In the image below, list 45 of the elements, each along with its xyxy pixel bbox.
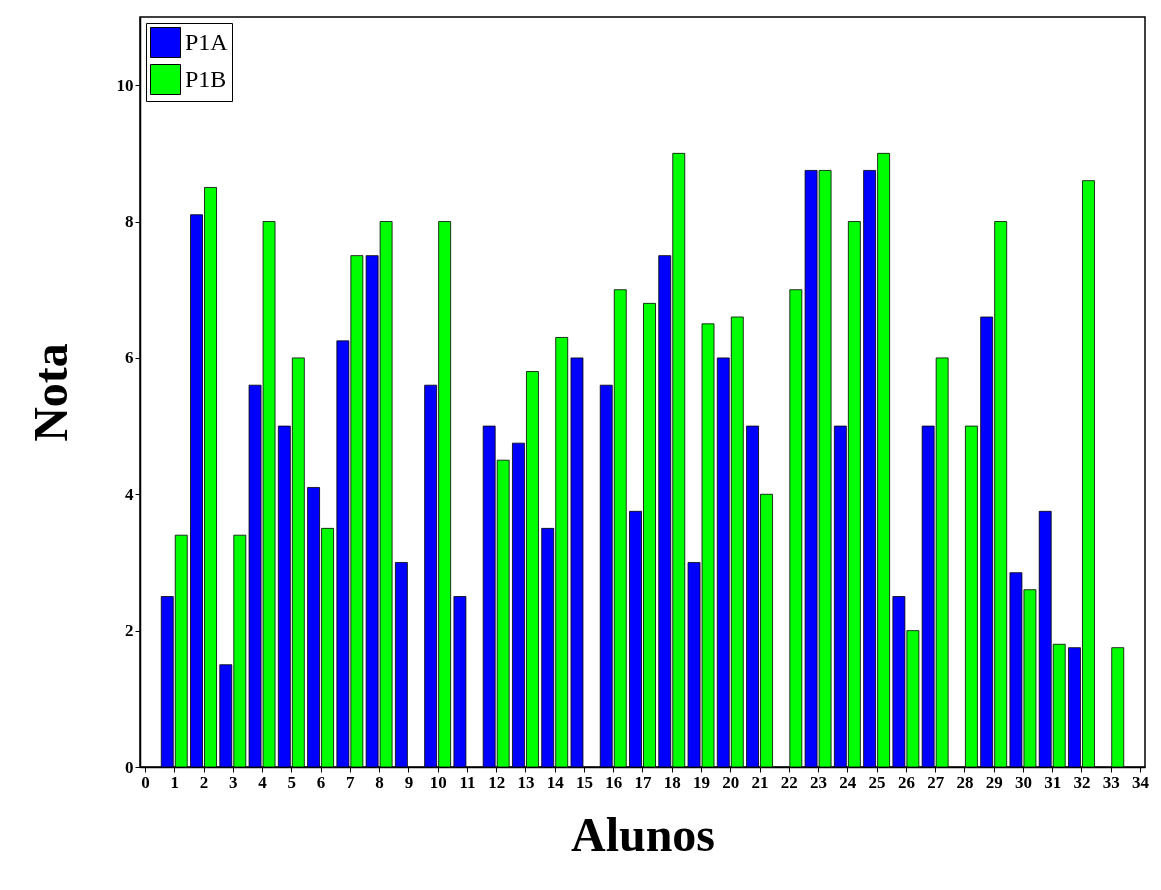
y-tick-label: 0: [125, 757, 134, 777]
x-tick-label: 15: [575, 772, 593, 792]
x-axis-title: Alunos: [570, 807, 716, 861]
x-tick-label: 30: [1014, 772, 1032, 792]
y-tick-label: 2: [125, 621, 134, 641]
x-tick-label: 10: [429, 772, 447, 792]
y-tick-label: 6: [125, 348, 134, 368]
x-tick-label: 14: [546, 772, 565, 792]
legend-label: P1B: [185, 65, 227, 92]
x-tick-label: 20: [722, 772, 740, 792]
x-tick-label: 34: [1132, 772, 1150, 792]
x-tick-label: 32: [1073, 772, 1091, 792]
y-tick-label: 10: [116, 75, 134, 95]
x-tick-label: 7: [346, 772, 356, 792]
x-tick-label: 12: [488, 772, 506, 792]
x-tick-label: 22: [780, 772, 798, 792]
x-tick-label: 6: [316, 772, 326, 792]
x-tick-label: 17: [634, 772, 652, 792]
x-tick-label: 13: [517, 772, 535, 792]
x-tick-label: 33: [1102, 772, 1120, 792]
x-tick-label: 4: [258, 772, 268, 792]
x-tick-label: 27: [927, 772, 945, 792]
x-tick-label: 21: [751, 772, 769, 792]
x-tick-label: 25: [868, 772, 886, 792]
x-tick-label: 23: [810, 772, 828, 792]
x-tick-label: 3: [229, 772, 238, 792]
x-tick-label: 19: [693, 772, 711, 792]
y-axis-title: Nota: [23, 343, 77, 442]
x-tick-label: 8: [375, 772, 384, 792]
x-tick-label: 9: [404, 772, 414, 792]
x-tick-label: 24: [839, 772, 857, 792]
x-tick-label: 28: [956, 772, 974, 792]
x-tick-label: 0: [141, 772, 150, 792]
legend-label: P1A: [185, 28, 229, 55]
y-tick-label: 8: [125, 212, 134, 232]
x-tick-label: 31: [1044, 772, 1062, 792]
x-tick-label: 26: [897, 772, 915, 792]
x-tick-label: 16: [605, 772, 623, 792]
x-tick-label: 29: [985, 772, 1003, 792]
x-tick-label: 5: [287, 772, 297, 792]
x-tick-label: 11: [459, 772, 476, 792]
x-tick-label: 2: [199, 772, 209, 792]
x-tick-label: 1: [170, 772, 180, 792]
x-tick-label: 18: [663, 772, 681, 792]
y-tick-label: 4: [125, 484, 134, 504]
